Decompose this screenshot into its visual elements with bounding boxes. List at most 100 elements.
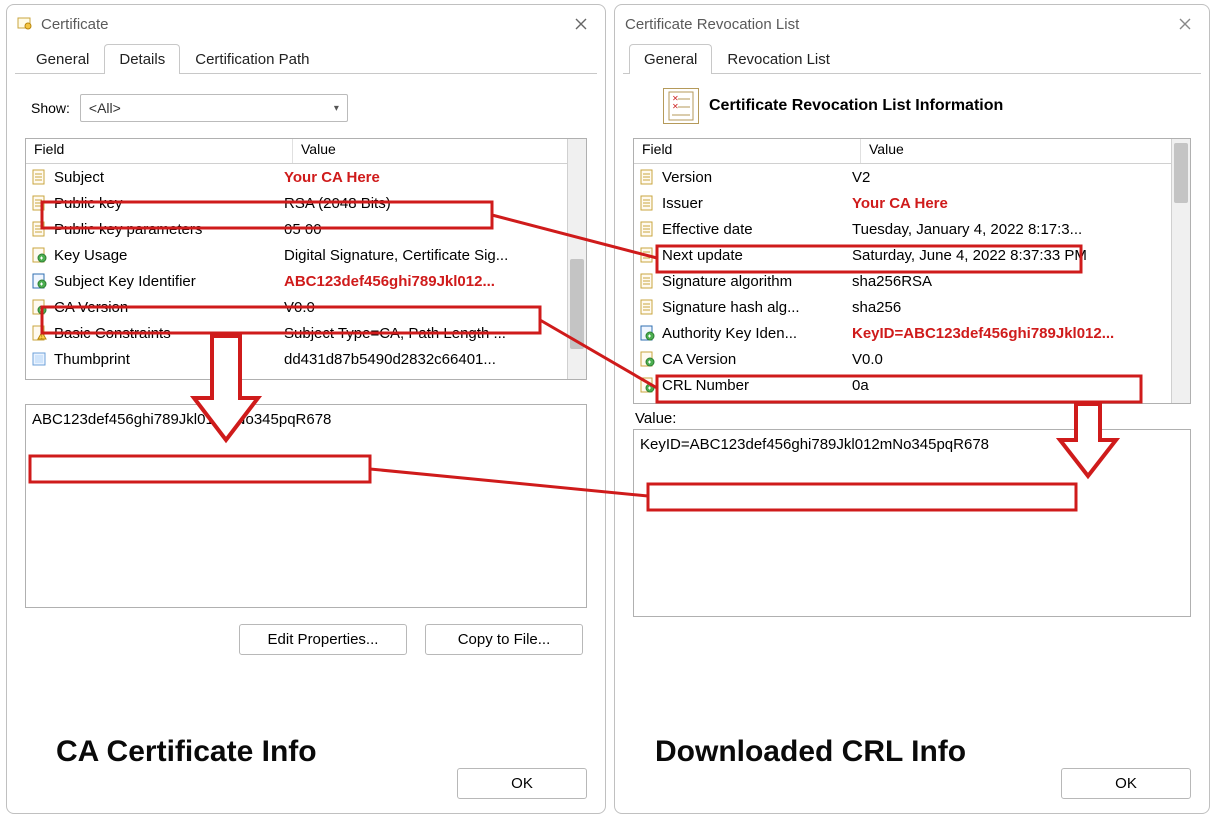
field-label: Next update	[662, 247, 743, 264]
tab-general[interactable]: General	[629, 44, 712, 74]
table-row[interactable]: Signature hash alg... sha256	[634, 294, 1171, 320]
table-row[interactable]: CA Version V0.0	[26, 294, 567, 320]
field-label: Authority Key Iden...	[662, 325, 797, 342]
scroll-thumb[interactable]	[1174, 143, 1188, 203]
doc-icon	[638, 298, 656, 316]
table-row[interactable]: Thumbprint dd431d87b5490d2832c66401...	[26, 346, 567, 372]
field-label: Public key	[54, 195, 122, 212]
tab-panel: ✕✕ Certificate Revocation List Informati…	[623, 73, 1201, 627]
table-row[interactable]: Signature algorithm sha256RSA	[634, 268, 1171, 294]
col-header-field[interactable]: Field	[634, 139, 861, 163]
field-value: RSA (2048 Bits)	[280, 195, 567, 212]
table-row[interactable]: Public key parameters 05 00	[26, 216, 567, 242]
field-value: KeyID=ABC123def456ghi789Jkl012...	[848, 325, 1171, 342]
tabs: General Details Certification Path	[7, 43, 605, 73]
detail-value: ABC123def456ghi789Jkl012mNo345pqR678	[32, 411, 331, 428]
table-row[interactable]: !Basic ConstraintsSubject Type=CA, Path …	[26, 320, 567, 346]
scrollbar[interactable]	[567, 139, 586, 379]
field-value: Your CA Here	[848, 195, 1171, 212]
field-label: Subject Key Identifier	[54, 273, 196, 290]
doc-icon	[638, 168, 656, 186]
field-value: Subject Type=CA, Path Length ...	[280, 325, 567, 342]
doc-icon	[30, 194, 48, 212]
doc-icon	[30, 168, 48, 186]
thumb-icon	[30, 350, 48, 368]
field-value: Tuesday, January 4, 2022 8:17:3...	[848, 221, 1171, 238]
caption-right: Downloaded CRL Info	[655, 735, 966, 769]
doc-icon	[30, 220, 48, 238]
table-row[interactable]: CRL Number0a	[634, 372, 1171, 398]
field-value: V2	[848, 169, 1171, 186]
scrollbar[interactable]	[1171, 139, 1190, 403]
field-label: Effective date	[662, 221, 753, 238]
edit-properties-button[interactable]: Edit Properties...	[239, 624, 407, 655]
table-row[interactable]: Subject Your CA Here	[26, 164, 567, 190]
tab-panel: Show: <All> ▾ Field Value Subject Your CA…	[15, 73, 597, 665]
ext-blue-icon	[30, 272, 48, 290]
field-value: Your CA Here	[280, 169, 567, 186]
field-label: Subject	[54, 169, 104, 186]
crl-icon: ✕✕	[663, 88, 699, 124]
field-label: Issuer	[662, 195, 703, 212]
table-row[interactable]: VersionV2	[634, 164, 1171, 190]
caption-left: CA Certificate Info	[56, 735, 317, 769]
field-label: CA Version	[662, 351, 736, 368]
field-label: CA Version	[54, 299, 128, 316]
tab-general[interactable]: General	[21, 44, 104, 74]
crl-window: Certificate Revocation List General Revo…	[614, 4, 1210, 814]
close-button[interactable]	[1171, 10, 1199, 38]
show-label: Show:	[31, 100, 70, 116]
field-value: sha256RSA	[848, 273, 1171, 290]
ok-button[interactable]: OK	[457, 768, 587, 799]
field-value: V0.0	[280, 299, 567, 316]
certificate-icon	[17, 16, 33, 32]
tabs: General Revocation List	[615, 43, 1209, 73]
window-title: Certificate Revocation List	[625, 16, 799, 33]
titlebar: Certificate Revocation List	[615, 5, 1209, 43]
certificate-window: Certificate General Details Certificatio…	[6, 4, 606, 814]
ext-icon	[638, 376, 656, 394]
field-value: V0.0	[848, 351, 1171, 368]
table-row[interactable]: Issuer Your CA Here	[634, 190, 1171, 216]
doc-icon	[638, 220, 656, 238]
field-value: dd431d87b5490d2832c66401...	[280, 351, 567, 368]
table-row[interactable]: CA Version V0.0	[634, 346, 1171, 372]
field-label: Public key parameters	[54, 221, 202, 238]
tab-revocation-list[interactable]: Revocation List	[712, 44, 845, 74]
show-value: <All>	[89, 100, 121, 116]
ext-warn-icon: !	[30, 324, 48, 342]
value-label: Value:	[635, 410, 1191, 427]
col-header-value[interactable]: Value	[861, 139, 1171, 163]
table-row[interactable]: Next updateSaturday, June 4, 2022 8:37:3…	[634, 242, 1171, 268]
detail-box: KeyID=ABC123def456ghi789Jkl012mNo345pqR6…	[633, 429, 1191, 617]
tab-certification-path[interactable]: Certification Path	[180, 44, 324, 74]
scroll-thumb[interactable]	[570, 259, 584, 349]
ok-button[interactable]: OK	[1061, 768, 1191, 799]
table-row[interactable]: Public key RSA (2048 Bits)	[26, 190, 567, 216]
field-label: Signature hash alg...	[662, 299, 800, 316]
svg-text:✕: ✕	[672, 102, 679, 111]
doc-icon	[638, 194, 656, 212]
detail-value: KeyID=ABC123def456ghi789Jkl012mNo345pqR6…	[640, 436, 989, 453]
ext-icon	[638, 350, 656, 368]
show-select[interactable]: <All> ▾	[80, 94, 348, 122]
field-label: Signature algorithm	[662, 273, 792, 290]
detail-box: ABC123def456ghi789Jkl012mNo345pqR678	[25, 404, 587, 608]
ext-icon	[30, 246, 48, 264]
tab-details[interactable]: Details	[104, 44, 180, 74]
field-value: sha256	[848, 299, 1171, 316]
field-value: 05 00	[280, 221, 567, 238]
table-row[interactable]: Effective date Tuesday, January 4, 2022 8…	[634, 216, 1171, 242]
titlebar: Certificate	[7, 5, 605, 43]
col-header-value[interactable]: Value	[293, 139, 567, 163]
close-button[interactable]	[567, 10, 595, 38]
table-row[interactable]: Key UsageDigital Signature, Certificate …	[26, 242, 567, 268]
field-label: CRL Number	[662, 377, 749, 394]
copy-to-file-button[interactable]: Copy to File...	[425, 624, 583, 655]
col-header-field[interactable]: Field	[26, 139, 293, 163]
doc-icon	[638, 246, 656, 264]
chevron-down-icon: ▾	[334, 103, 339, 114]
table-row[interactable]: Subject Key IdentifierABC123def456ghi789…	[26, 268, 567, 294]
field-label: Thumbprint	[54, 351, 130, 368]
table-row[interactable]: Authority Key Iden... KeyID=ABC123def456g…	[634, 320, 1171, 346]
